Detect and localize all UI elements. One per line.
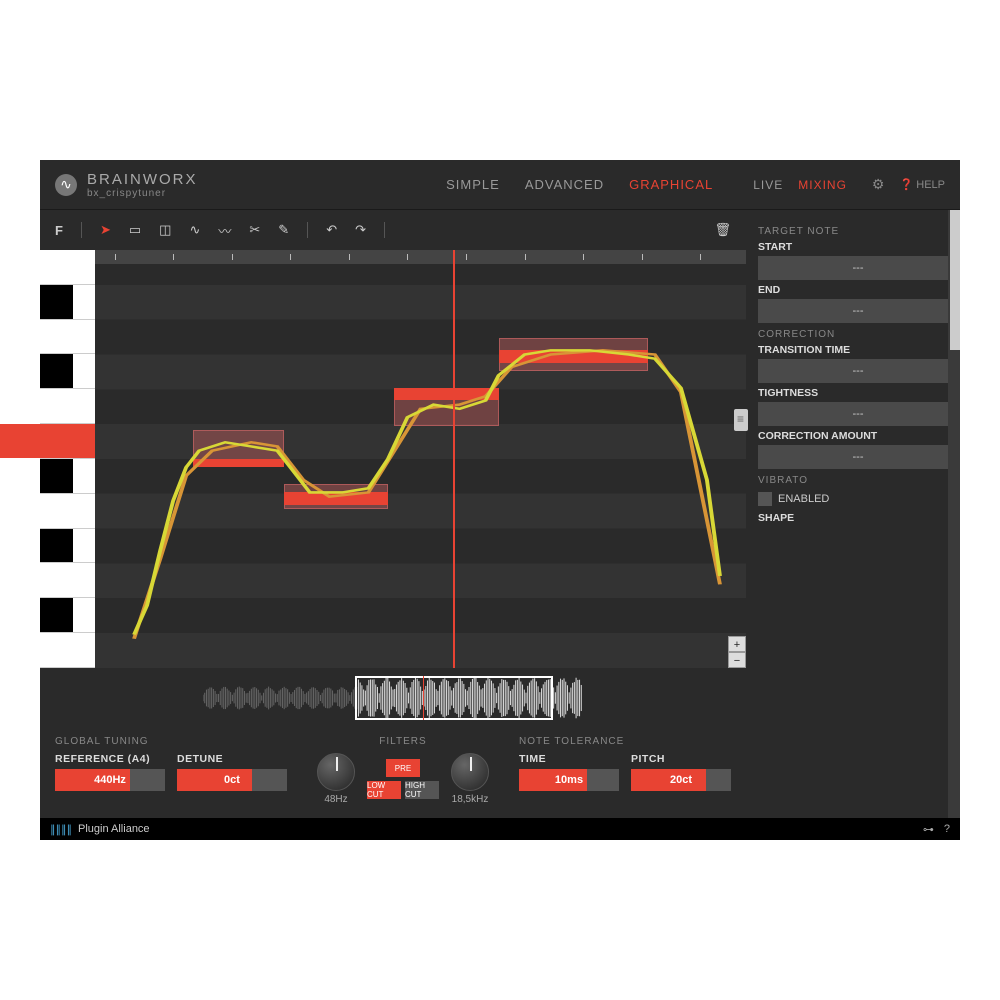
footer-logo-icon: ∥∥∥∥ (50, 823, 72, 836)
param-label: START (758, 241, 943, 253)
global-tuning-section: GLOBAL TUNING REFERENCE (A4) 440Hz DETUN… (55, 736, 287, 810)
tool-line-icon[interactable]: ∿ (189, 222, 200, 238)
scrollbar[interactable] (948, 210, 960, 818)
param-label: PITCH (631, 753, 731, 765)
undo-icon[interactable]: ↶ (326, 222, 337, 238)
knob-value: 18,5kHz (452, 794, 489, 805)
brand-main: BRAINWORX (87, 171, 198, 188)
knob-value: 48Hz (324, 794, 347, 805)
mode-live[interactable]: LIVE (753, 178, 783, 192)
zoom-in-button[interactable]: + (728, 636, 746, 652)
redo-icon[interactable]: ↷ (355, 222, 366, 238)
header-icons: ⚙ ❓ HELP (872, 176, 945, 193)
footer: ∥∥∥∥ Plugin Alliance ⊶ ? (40, 818, 960, 840)
param-label: TRANSITION TIME (758, 344, 943, 356)
tool-rect-icon[interactable]: ▭ (129, 222, 141, 238)
tool-erase-icon[interactable]: ✎ (278, 222, 289, 238)
piano-keys[interactable] (40, 250, 95, 668)
time-input[interactable]: 10ms (519, 769, 619, 791)
logo-icon: ∿ (55, 174, 77, 196)
body: F ➤ ▭ ◫ ∿ 〰 ✂ ✎ ↶ ↷ 🗑 (40, 210, 960, 818)
separator (307, 222, 308, 238)
separator (81, 222, 82, 238)
brand-sub: bx_crispytuner (87, 188, 198, 199)
section-label: VIBRATO (758, 475, 943, 486)
mode-tabs: LIVE MIXING (753, 178, 847, 192)
settings-icon[interactable]: ⚙ (872, 176, 885, 193)
vertical-grip-icon[interactable] (734, 409, 748, 431)
waveform-playhead (423, 676, 424, 720)
section-label: CORRECTION (758, 329, 943, 340)
playhead[interactable] (453, 250, 455, 668)
detune-input[interactable]: 0ct (177, 769, 287, 791)
waveform-nav[interactable] (40, 668, 746, 728)
pre-button[interactable]: PRE (386, 759, 420, 777)
waveform-window[interactable] (355, 676, 553, 720)
mode-mixing[interactable]: MIXING (798, 178, 847, 192)
tool-label: F (55, 223, 63, 238)
param-label: CORRECTION AMOUNT (758, 430, 943, 442)
tool-wave-icon[interactable]: 〰 (218, 221, 231, 240)
bottom-panel: GLOBAL TUNING REFERENCE (A4) 440Hz DETUN… (40, 728, 746, 818)
sidebar: TARGET NOTE START --- END --- CORRECTION… (746, 210, 948, 818)
param-label: SHAPE (758, 512, 943, 524)
help-icon[interactable]: ? (944, 823, 950, 836)
tool-pointer-icon[interactable]: ➤ (100, 222, 111, 238)
waveform[interactable] (203, 676, 583, 720)
help-button[interactable]: ❓ HELP (899, 178, 945, 191)
pitch-curves (95, 250, 746, 668)
start-input[interactable]: --- (758, 256, 948, 280)
param-label: REFERENCE (A4) (55, 753, 165, 765)
low-cut-knob[interactable] (317, 753, 355, 791)
amount-input[interactable]: --- (758, 445, 948, 469)
note-tolerance-section: NOTE TOLERANCE TIME 10ms PITCH 20ct (519, 736, 731, 810)
tightness-input[interactable]: --- (758, 402, 948, 426)
tool-split-icon[interactable]: ◫ (159, 222, 171, 238)
toolbar: F ➤ ▭ ◫ ∿ 〰 ✂ ✎ ↶ ↷ 🗑 (40, 210, 746, 250)
main-panel: F ➤ ▭ ◫ ∿ 〰 ✂ ✎ ↶ ↷ 🗑 (40, 210, 746, 818)
footer-brand: Plugin Alliance (78, 823, 150, 835)
tab-simple[interactable]: SIMPLE (446, 177, 500, 192)
key-icon[interactable]: ⊶ (923, 823, 934, 836)
tab-advanced[interactable]: ADVANCED (525, 177, 604, 192)
pitch-editor[interactable]: + − (40, 250, 746, 668)
plugin-window: ∿ BRAINWORX bx_crispytuner SIMPLE ADVANC… (40, 160, 960, 840)
main-tabs: SIMPLE ADVANCED GRAPHICAL (446, 177, 713, 192)
section-label: NOTE TOLERANCE (519, 736, 731, 747)
reference-input[interactable]: 440Hz (55, 769, 165, 791)
low-cut-button[interactable]: LOW CUT (367, 781, 401, 799)
transition-input[interactable]: --- (758, 359, 948, 383)
filters-section: FILTERS 48Hz PRE LOW CUT HIGH CUT (317, 736, 489, 810)
zoom-controls: + − (728, 636, 746, 668)
section-label: GLOBAL TUNING (55, 736, 287, 747)
zoom-out-button[interactable]: − (728, 652, 746, 668)
section-label: FILTERS (379, 736, 426, 747)
vibrato-enabled-checkbox[interactable]: ENABLED (758, 492, 943, 506)
tab-graphical[interactable]: GRAPHICAL (629, 177, 713, 192)
trash-icon[interactable]: 🗑 (714, 222, 731, 238)
section-label: TARGET NOTE (758, 226, 943, 237)
tool-cut-icon[interactable]: ✂ (249, 222, 260, 238)
param-label: END (758, 284, 943, 296)
pitch-input[interactable]: 20ct (631, 769, 731, 791)
param-label: TIME (519, 753, 619, 765)
separator (384, 222, 385, 238)
param-label: TIGHTNESS (758, 387, 943, 399)
high-cut-knob[interactable] (451, 753, 489, 791)
pitch-grid[interactable]: + − (95, 250, 746, 668)
high-cut-button[interactable]: HIGH CUT (405, 781, 439, 799)
param-label: DETUNE (177, 753, 287, 765)
brand: BRAINWORX bx_crispytuner (87, 171, 198, 199)
end-input[interactable]: --- (758, 299, 948, 323)
header: ∿ BRAINWORX bx_crispytuner SIMPLE ADVANC… (40, 160, 960, 210)
scroll-thumb[interactable] (950, 210, 960, 350)
